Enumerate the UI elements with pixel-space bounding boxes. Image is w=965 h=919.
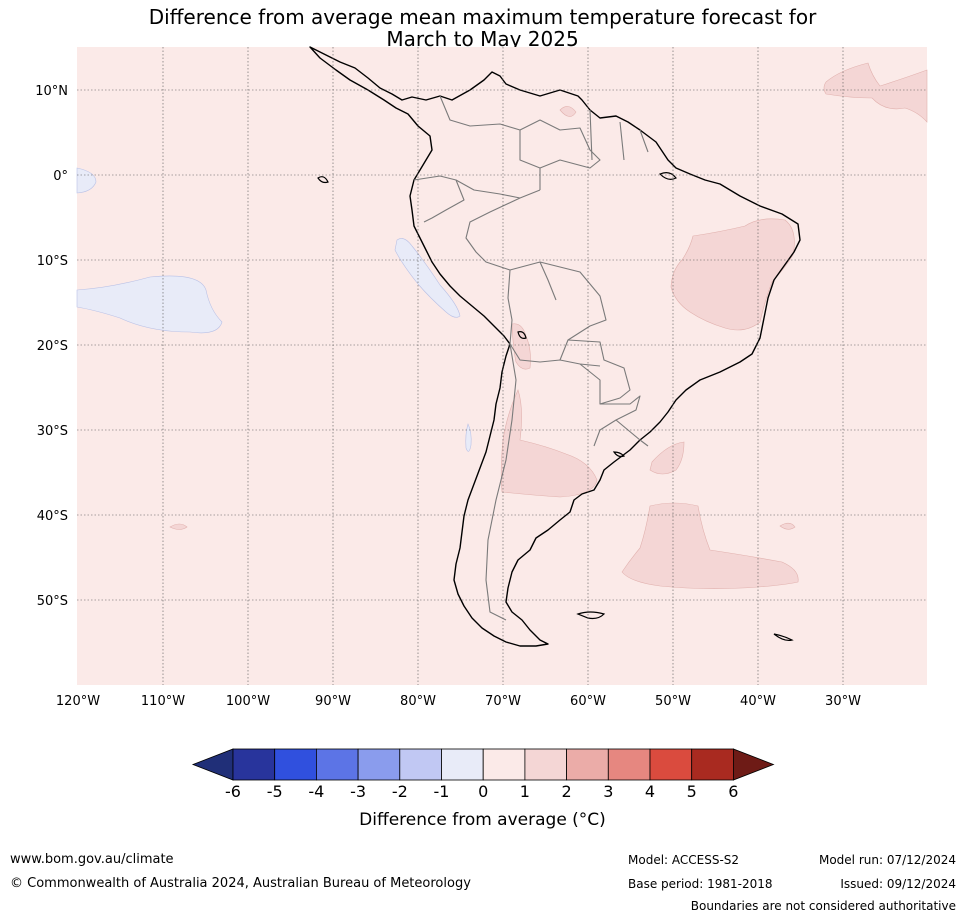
- latitude-labels: 10°N 0° 10°S 20°S 30°S 40°S 50°S: [35, 84, 68, 609]
- small-land-features: [317, 172, 794, 641]
- border-argentina-brazil: [593, 395, 641, 447]
- colorbar-tick-label: 6: [728, 782, 739, 801]
- cool-region-chile-coast: [465, 423, 472, 452]
- model-name: Model: ACCESS-S2: [628, 853, 740, 867]
- graticule: [77, 47, 927, 685]
- south-georgia: [773, 633, 794, 641]
- lake-titicaca: [517, 331, 527, 339]
- colorbar-tick-label: 3: [603, 782, 614, 801]
- lat-label: 10°S: [37, 254, 68, 269]
- lat-label: 20°S: [37, 339, 68, 354]
- lat-label: 30°S: [37, 424, 68, 439]
- border-peru-brazil: [465, 197, 557, 301]
- warm-region-small-west: [169, 523, 188, 530]
- border-guyanas: [589, 109, 649, 161]
- colorbar-segment: [399, 748, 442, 781]
- colorbar-tick-label: -2: [391, 782, 408, 801]
- lon-label: 110°W: [141, 694, 185, 709]
- base-period: Base period: 1981-2018: [628, 877, 773, 891]
- border-colombia-peru: [455, 179, 541, 199]
- border-colombia-venezuela: [439, 95, 541, 190]
- colorbar-over-arrow: [733, 748, 775, 781]
- colorbar-tick-label: -6: [225, 782, 241, 801]
- colorbar-segment: [357, 748, 401, 781]
- website-url[interactable]: www.bom.gov.au/climate: [10, 852, 174, 867]
- warm-anomaly-regions: [169, 62, 928, 589]
- warm-region-bolivia: [511, 323, 531, 370]
- lat-label: 0°: [53, 169, 68, 184]
- map-title-line-1: Difference from average mean maximum tem…: [148, 5, 817, 29]
- border-bolivia-south: [509, 343, 601, 367]
- longitude-labels: 120°W 110°W 100°W 90°W 80°W 70°W 60°W 50…: [56, 694, 861, 709]
- colorbar-segment: [441, 748, 484, 781]
- issued-date: Issued: 09/12/2024: [840, 877, 956, 891]
- lon-label: 40°W: [740, 694, 776, 709]
- colorbar-tick-label: 5: [686, 782, 697, 801]
- colorbar-tick-label: -1: [433, 782, 450, 801]
- colorbar-segment: [274, 748, 317, 781]
- cool-region-peru-coast: [394, 238, 461, 318]
- lon-label: 80°W: [400, 694, 436, 709]
- cool-region-east-pacific: [76, 275, 223, 334]
- border-ecuador-peru: [413, 175, 465, 223]
- copyright: © Commonwealth of Australia 2024, Austra…: [10, 876, 471, 891]
- galapagos: [317, 176, 329, 184]
- falkland-islands: [576, 611, 606, 620]
- colorbar-tick-label: 0: [478, 782, 489, 801]
- colorbar-segment: [691, 748, 734, 781]
- border-venezuela-brazil: [519, 119, 601, 169]
- disclaimer: Boundaries are not considered authoritat…: [690, 899, 956, 913]
- lon-label: 100°W: [226, 694, 270, 709]
- map-title-line-2: March to May 2025: [386, 27, 579, 51]
- lon-label: 70°W: [485, 694, 521, 709]
- colorbar-tick-label: -4: [308, 782, 325, 801]
- colorbar-tick-label: -3: [350, 782, 367, 801]
- colorbar-segment: [232, 748, 276, 781]
- colorbar-title: Difference from average (°C): [359, 810, 606, 830]
- colorbar-segment: [524, 748, 568, 781]
- colorbar: [191, 748, 775, 781]
- colorbar-tick-label: 1: [519, 782, 530, 801]
- warm-region-south-atlantic: [621, 502, 799, 589]
- colorbar-segment: [607, 748, 651, 781]
- border-peru-bolivia: [507, 269, 513, 345]
- warm-region-uruguay-offshore: [649, 441, 685, 475]
- model-run: Model run: 07/12/2024: [818, 853, 956, 867]
- lat-label: 10°N: [35, 84, 68, 99]
- colorbar-segment: [482, 748, 526, 781]
- south-america-coastline: [309, 46, 801, 647]
- warm-region-brazil-northeast: [670, 218, 795, 331]
- warm-region-atlantic-north: [823, 62, 928, 123]
- colorbar-tick-label: -5: [266, 782, 283, 801]
- map-background: [77, 47, 927, 685]
- lon-label: 90°W: [315, 694, 351, 709]
- cool-anomaly-regions: [76, 167, 472, 452]
- colorbar-tick-label: 4: [644, 782, 656, 801]
- border-paraguay: [567, 339, 631, 405]
- border-chile-argentina: [485, 343, 517, 621]
- lon-label: 30°W: [825, 694, 861, 709]
- lon-label: 50°W: [655, 694, 691, 709]
- colorbar-tick-label: 2: [561, 782, 572, 801]
- lat-label: 50°S: [37, 594, 68, 609]
- warm-region-argentina: [500, 389, 598, 498]
- colorbar-segment: [315, 748, 359, 781]
- lat-label: 40°S: [37, 509, 68, 524]
- lon-label: 120°W: [56, 694, 100, 709]
- border-uruguay: [615, 419, 649, 447]
- warm-region-small-east: [779, 522, 796, 530]
- lon-label: 60°W: [570, 694, 606, 709]
- colorbar-under-arrow: [191, 748, 234, 781]
- marajo-island: [658, 172, 677, 180]
- country-borders: [413, 95, 649, 621]
- cool-region-equator-west: [76, 167, 97, 194]
- colorbar-segment: [566, 748, 609, 781]
- colorbar-segment: [649, 748, 693, 781]
- warm-region-venezuela: [559, 106, 577, 117]
- lagoa-dos-patos: [612, 451, 626, 458]
